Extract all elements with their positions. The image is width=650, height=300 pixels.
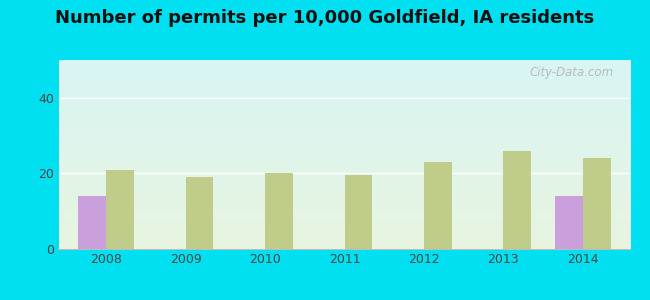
Bar: [424, 162, 452, 249]
Bar: [555, 196, 583, 249]
Bar: [79, 196, 106, 249]
Bar: [106, 169, 134, 249]
Bar: [186, 177, 213, 249]
Text: Number of permits per 10,000 Goldfield, IA residents: Number of permits per 10,000 Goldfield, …: [55, 9, 595, 27]
Text: City-Data.com: City-Data.com: [529, 66, 614, 79]
Bar: [265, 173, 293, 249]
Bar: [344, 175, 372, 249]
Bar: [583, 158, 610, 249]
Bar: [503, 151, 531, 249]
